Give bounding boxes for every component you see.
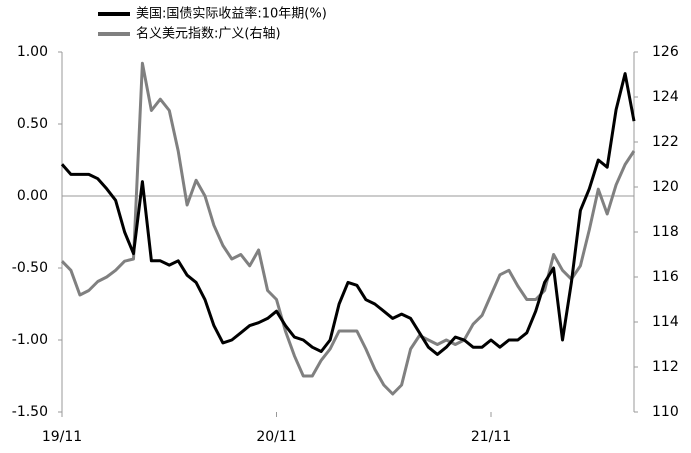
x-tick-label: 19/11	[42, 429, 82, 445]
y-tick-label: 0.50	[17, 116, 48, 132]
y2-tick-label: 116	[652, 269, 679, 285]
y2-tick-label: 112	[652, 359, 679, 375]
y2-tick-label: 114	[652, 314, 679, 330]
x-tick-label: 21/11	[471, 429, 511, 445]
legend-label: 名义美元指数:广义(右轴)	[136, 26, 281, 42]
y2-tick-label: 118	[652, 224, 679, 240]
y-tick-label: 0.00	[17, 188, 48, 204]
legend-label: 美国:国债实际收益率:10年期(%)	[136, 6, 327, 22]
y2-tick-label: 126	[652, 44, 679, 60]
y-tick-label: -1.00	[12, 332, 48, 348]
y2-tick-label: 110	[652, 404, 679, 420]
y-tick-label: 1.00	[17, 44, 48, 60]
series-line	[60, 72, 636, 356]
series-line	[60, 61, 636, 396]
y-tick-label: -1.50	[12, 404, 48, 420]
y2-tick-label: 120	[652, 179, 679, 195]
y-tick-label: -0.50	[12, 260, 48, 276]
y2-tick-label: 124	[652, 89, 679, 105]
y2-tick-label: 122	[652, 134, 679, 150]
x-tick-label: 20/11	[256, 429, 296, 445]
